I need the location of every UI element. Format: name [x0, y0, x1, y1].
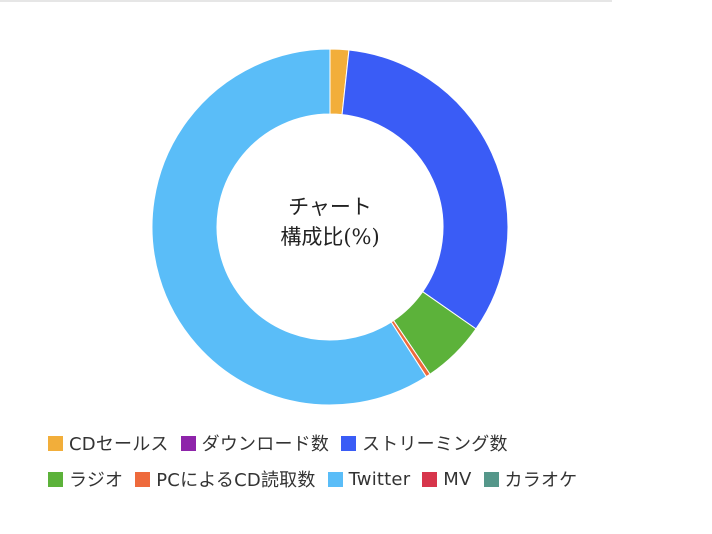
- legend-row-1: CDセールス ダウンロード数 ストリーミング数: [48, 430, 688, 456]
- chart-title-line-2: 構成比(%): [280, 225, 380, 249]
- chart-title-line-1: チャート: [288, 195, 372, 219]
- donut-slice-2[interactable]: [341, 49, 509, 330]
- legend-label-karaoke: カラオケ: [504, 470, 578, 491]
- chart-center-title: チャート 構成比(%): [230, 192, 430, 252]
- legend-item-streaming[interactable]: ストリーミング数: [341, 430, 508, 456]
- legend-swatch-twitter: [327, 471, 343, 487]
- legend-label-pc-cd-reads: PCによるCD読取数: [156, 470, 316, 491]
- legend-item-karaoke[interactable]: カラオケ: [483, 466, 578, 492]
- donut-slice-5[interactable]: [151, 48, 428, 406]
- donut-slices: [151, 48, 509, 406]
- top-border-line: [0, 0, 612, 2]
- legend-swatch-radio: [48, 471, 63, 487]
- legend-label-cd-sales: CDセールス: [69, 434, 169, 455]
- legend-label-streaming: ストリーミング数: [362, 434, 508, 455]
- legend-label-radio: ラジオ: [69, 470, 124, 491]
- legend-item-twitter[interactable]: Twitter: [327, 468, 411, 490]
- legend-row-2: ラジオ PCによるCD読取数 Twitter MV カラオケ: [48, 466, 688, 492]
- donut-chart: [151, 48, 509, 406]
- legend-item-pc-cd-reads[interactable]: PCによるCD読取数: [135, 466, 315, 492]
- legend-item-cd-sales[interactable]: CDセールス: [48, 430, 169, 456]
- legend-item-mv[interactable]: MV: [422, 469, 471, 490]
- legend-label-downloads: ダウンロード数: [201, 434, 330, 455]
- legend-swatch-pc-cd-reads: [135, 471, 151, 487]
- legend-swatch-mv: [422, 471, 438, 487]
- legend-label-twitter: Twitter: [348, 468, 411, 490]
- legend-swatch-cd-sales: [48, 435, 63, 451]
- legend-swatch-downloads: [180, 435, 196, 451]
- legend-swatch-karaoke: [483, 471, 499, 487]
- legend-item-radio[interactable]: ラジオ: [48, 466, 123, 492]
- legend-swatch-streaming: [341, 435, 357, 451]
- legend-item-downloads[interactable]: ダウンロード数: [180, 430, 330, 456]
- legend-label-mv: MV: [443, 468, 472, 490]
- chart-legend: CDセールス ダウンロード数 ストリーミング数 ラジオ PCによるCD読取数 T…: [48, 430, 688, 502]
